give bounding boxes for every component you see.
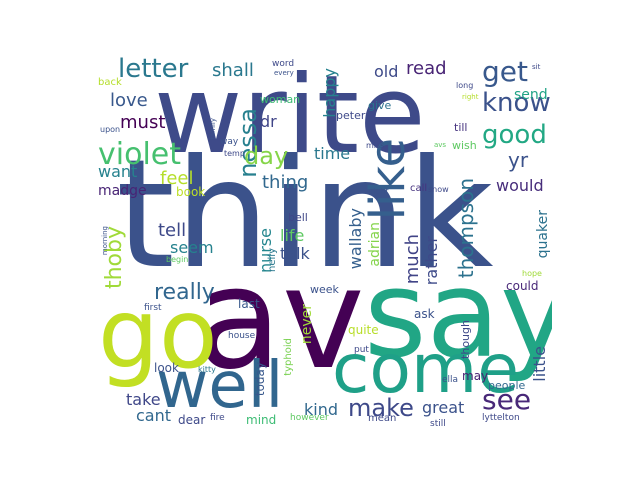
word-look: look (154, 361, 179, 375)
word-talk: talk (280, 244, 310, 263)
word-night: night (368, 187, 389, 196)
word-back: back (98, 77, 122, 88)
word-quaker: quaker (535, 210, 551, 259)
word-wallaby: wallaby (346, 208, 365, 270)
word-thompson: thompson (454, 178, 478, 279)
word-quite: quite (348, 323, 379, 337)
word-cloud: think write av say go come well like vio… (96, 48, 552, 428)
word-come: come (332, 330, 520, 409)
word-tell: tell (158, 220, 187, 241)
word-mean: mean (368, 413, 397, 424)
word-avs: avs (434, 141, 447, 149)
word-however: however (290, 413, 329, 423)
word-wish: wish (452, 139, 477, 152)
word-ella: ella (442, 375, 459, 385)
word-say: say (364, 246, 552, 385)
word-upon: upon (100, 125, 121, 134)
word-madge: madge (98, 183, 147, 199)
word-right: right (462, 93, 479, 101)
word-like: like (360, 138, 416, 221)
word-family: family (209, 118, 217, 140)
word-make: make (348, 394, 414, 422)
word-begin: begin (166, 255, 189, 264)
word-rather: rather (422, 236, 441, 286)
word-adrian: adrian (367, 222, 383, 267)
word-life: life (280, 226, 305, 245)
word-great: great (422, 398, 465, 417)
word-violet: violet (98, 137, 181, 172)
word-till: till (454, 121, 468, 134)
word-shall: shall (212, 60, 254, 81)
word-sit: sit (532, 63, 541, 71)
word-may: may (462, 369, 489, 383)
word-lyttelton: lyttelton (482, 413, 520, 423)
word-way: way (220, 137, 239, 147)
word-ask: ask (414, 307, 435, 321)
word-every: every (274, 69, 294, 77)
word-call: call (410, 183, 428, 194)
word-get: get (482, 55, 528, 88)
word-nelly: nelly (267, 248, 278, 272)
word-yr: yr (508, 148, 529, 172)
word-really: really (154, 280, 215, 305)
word-take: take (126, 390, 161, 409)
word-want: want (98, 162, 138, 181)
word-love: love (110, 90, 148, 111)
word-kind: kind (304, 400, 339, 419)
word-must: must (120, 112, 166, 133)
word-long: long (456, 81, 474, 90)
word-last: last (238, 297, 260, 311)
word-typhoid: typhoid (283, 338, 294, 376)
word-house: house (228, 331, 256, 341)
word-could: could (506, 279, 539, 293)
word-snow: snow (428, 185, 449, 194)
word-old: old (374, 62, 399, 81)
word-word: word (272, 59, 295, 69)
word-dr: dr (260, 112, 277, 131)
word-time: time (314, 144, 351, 163)
word-morning: morning (101, 226, 109, 256)
word-people: people (488, 379, 526, 392)
word-fire: fire (210, 413, 225, 423)
word-know: know (482, 88, 551, 118)
word-write: write (154, 53, 426, 178)
word-cant: cant (136, 406, 172, 425)
word-book: book (176, 185, 206, 199)
word-see: see (482, 383, 532, 416)
word-first: first (144, 303, 162, 313)
word-still: still (430, 419, 446, 429)
word-peter: peter (336, 109, 366, 122)
word-feel: feel (160, 168, 194, 189)
word-bell: bell (288, 211, 308, 224)
word-think: think (116, 128, 494, 302)
word-miss: miss (366, 141, 385, 150)
word-woman: woman (260, 93, 301, 106)
word-mind: mind (246, 413, 277, 427)
word-good: good (482, 120, 547, 150)
word-letter: letter (118, 54, 189, 84)
word-week: week (310, 283, 339, 296)
word-read: read (406, 58, 447, 79)
word-temp: temp (224, 149, 245, 158)
word-much: much (402, 234, 423, 285)
word-thing: thing (262, 172, 309, 193)
word-put: put (354, 345, 369, 355)
word-though: though (459, 320, 472, 359)
word-seem: seem (170, 238, 214, 257)
word-little: little (530, 346, 549, 382)
word-never: never (299, 304, 315, 345)
word-give: give (368, 99, 392, 112)
word-well: well (156, 349, 284, 423)
word-hope: hope (522, 269, 542, 278)
word-av: av (196, 238, 365, 401)
word-dear: dear (178, 413, 206, 427)
word-today: today (253, 362, 267, 397)
word-go: go (98, 278, 218, 390)
word-would: would (496, 176, 544, 195)
word-kitty: kitty (198, 365, 216, 374)
word-send: send (514, 87, 548, 103)
word-day: day (244, 142, 289, 170)
